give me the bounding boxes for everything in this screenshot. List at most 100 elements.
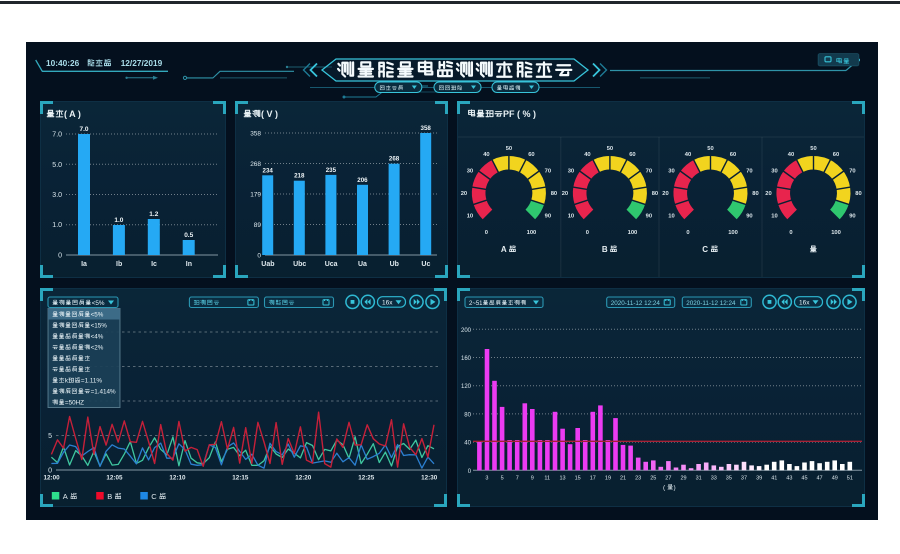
svg-text:35: 35 [726,475,732,481]
svg-text:2~51: 2~51 [469,301,483,307]
svg-text:B: B [602,245,608,254]
svg-text:PF ( % ): PF ( % ) [503,109,536,119]
svg-text:Ic: Ic [151,261,157,268]
svg-text:100: 100 [831,230,841,236]
svg-text:12:15: 12:15 [232,475,249,482]
svg-text:60: 60 [730,152,736,158]
svg-text:<5%: <5% [92,300,105,307]
svg-text:45: 45 [801,475,807,481]
svg-text:0: 0 [48,468,52,475]
svg-text:29: 29 [681,475,687,481]
svg-text:16x: 16x [382,300,393,307]
svg-text:20: 20 [765,191,771,197]
svg-text:120: 120 [461,384,472,390]
svg-text:70: 70 [746,169,752,175]
svg-text:Ubc: Ubc [293,261,306,268]
svg-text:C: C [151,492,157,501]
svg-text:51: 51 [847,475,853,481]
svg-text:Ia: Ia [81,261,87,268]
svg-text:268: 268 [389,156,400,163]
svg-text:268: 268 [250,161,261,168]
svg-text:70: 70 [646,169,652,175]
svg-text:30: 30 [467,169,473,175]
svg-text:40: 40 [464,441,471,447]
svg-text:89: 89 [254,222,262,229]
svg-text:<2%: <2% [91,345,104,352]
svg-text:(: ( [663,484,666,491]
svg-text:0: 0 [586,230,589,236]
svg-text:30: 30 [668,169,674,175]
svg-text:12:20: 12:20 [295,475,312,482]
svg-text:160: 160 [461,356,472,362]
svg-text:21: 21 [620,475,626,481]
svg-text:A: A [501,245,507,254]
svg-text:235: 235 [326,167,337,174]
svg-text:20: 20 [662,191,668,197]
svg-text:100: 100 [628,230,638,236]
svg-text:): ) [674,484,676,491]
svg-text:23: 23 [635,475,641,481]
svg-text:<5%: <5% [91,312,104,319]
svg-text:7.0: 7.0 [52,132,62,139]
svg-text:7.0: 7.0 [80,126,89,133]
svg-text:206: 206 [357,177,368,184]
svg-text:12:30: 12:30 [421,475,438,482]
svg-text:80: 80 [652,191,658,197]
svg-text:218: 218 [294,173,305,180]
svg-text:1.0: 1.0 [114,217,123,224]
svg-text:40: 40 [685,152,691,158]
svg-text:30: 30 [568,169,574,175]
svg-text:16x: 16x [799,300,810,307]
svg-text:27: 27 [665,475,671,481]
svg-text:179: 179 [250,192,261,199]
svg-text:0.5: 0.5 [184,232,193,239]
svg-text:10: 10 [668,214,674,220]
svg-text:=50HZ: =50HZ [65,400,84,407]
svg-text:0: 0 [257,253,261,260]
svg-text:10: 10 [568,214,574,220]
svg-text:<4%: <4% [91,334,104,341]
svg-text:Ib: Ib [116,261,122,268]
svg-text:0: 0 [468,469,472,475]
svg-text:=1.11%: =1.11% [81,378,102,385]
svg-text:1.2: 1.2 [149,211,158,218]
svg-text:43: 43 [786,475,792,481]
svg-text:33: 33 [711,475,717,481]
svg-text:39: 39 [756,475,762,481]
svg-text:0: 0 [485,230,488,236]
svg-text:37: 37 [741,475,747,481]
svg-text:50: 50 [707,146,713,152]
svg-text:80: 80 [551,191,557,197]
svg-text:In: In [186,261,192,268]
svg-text:Uca: Uca [325,261,338,268]
svg-text:10: 10 [467,214,473,220]
svg-text:358: 358 [250,131,261,138]
svg-text:13: 13 [560,475,566,481]
svg-text:200: 200 [461,328,472,334]
svg-text:20: 20 [562,191,568,197]
svg-text:15: 15 [575,475,581,481]
svg-text:7: 7 [516,475,519,481]
svg-text:90: 90 [545,214,551,220]
svg-text:90: 90 [646,214,652,220]
svg-text:100: 100 [527,230,537,236]
svg-text:20: 20 [461,191,467,197]
svg-text:Uc: Uc [421,261,430,268]
svg-text:10:40:26: 10:40:26 [46,58,80,68]
svg-text:11: 11 [544,475,550,481]
svg-text:17: 17 [590,475,596,481]
svg-text:41: 41 [771,475,777,481]
svg-text:234: 234 [263,167,274,174]
svg-text:30: 30 [771,169,777,175]
svg-text:358: 358 [421,125,432,132]
svg-text:9: 9 [531,475,534,481]
svg-text:5.0: 5.0 [52,162,62,169]
svg-text:19: 19 [605,475,611,481]
svg-text:70: 70 [849,169,855,175]
svg-text:50: 50 [810,146,816,152]
svg-text:60: 60 [528,152,534,158]
svg-text:1.0: 1.0 [52,222,62,229]
svg-text:25: 25 [650,475,656,481]
svg-text:60: 60 [629,152,635,158]
svg-text:40: 40 [584,152,590,158]
